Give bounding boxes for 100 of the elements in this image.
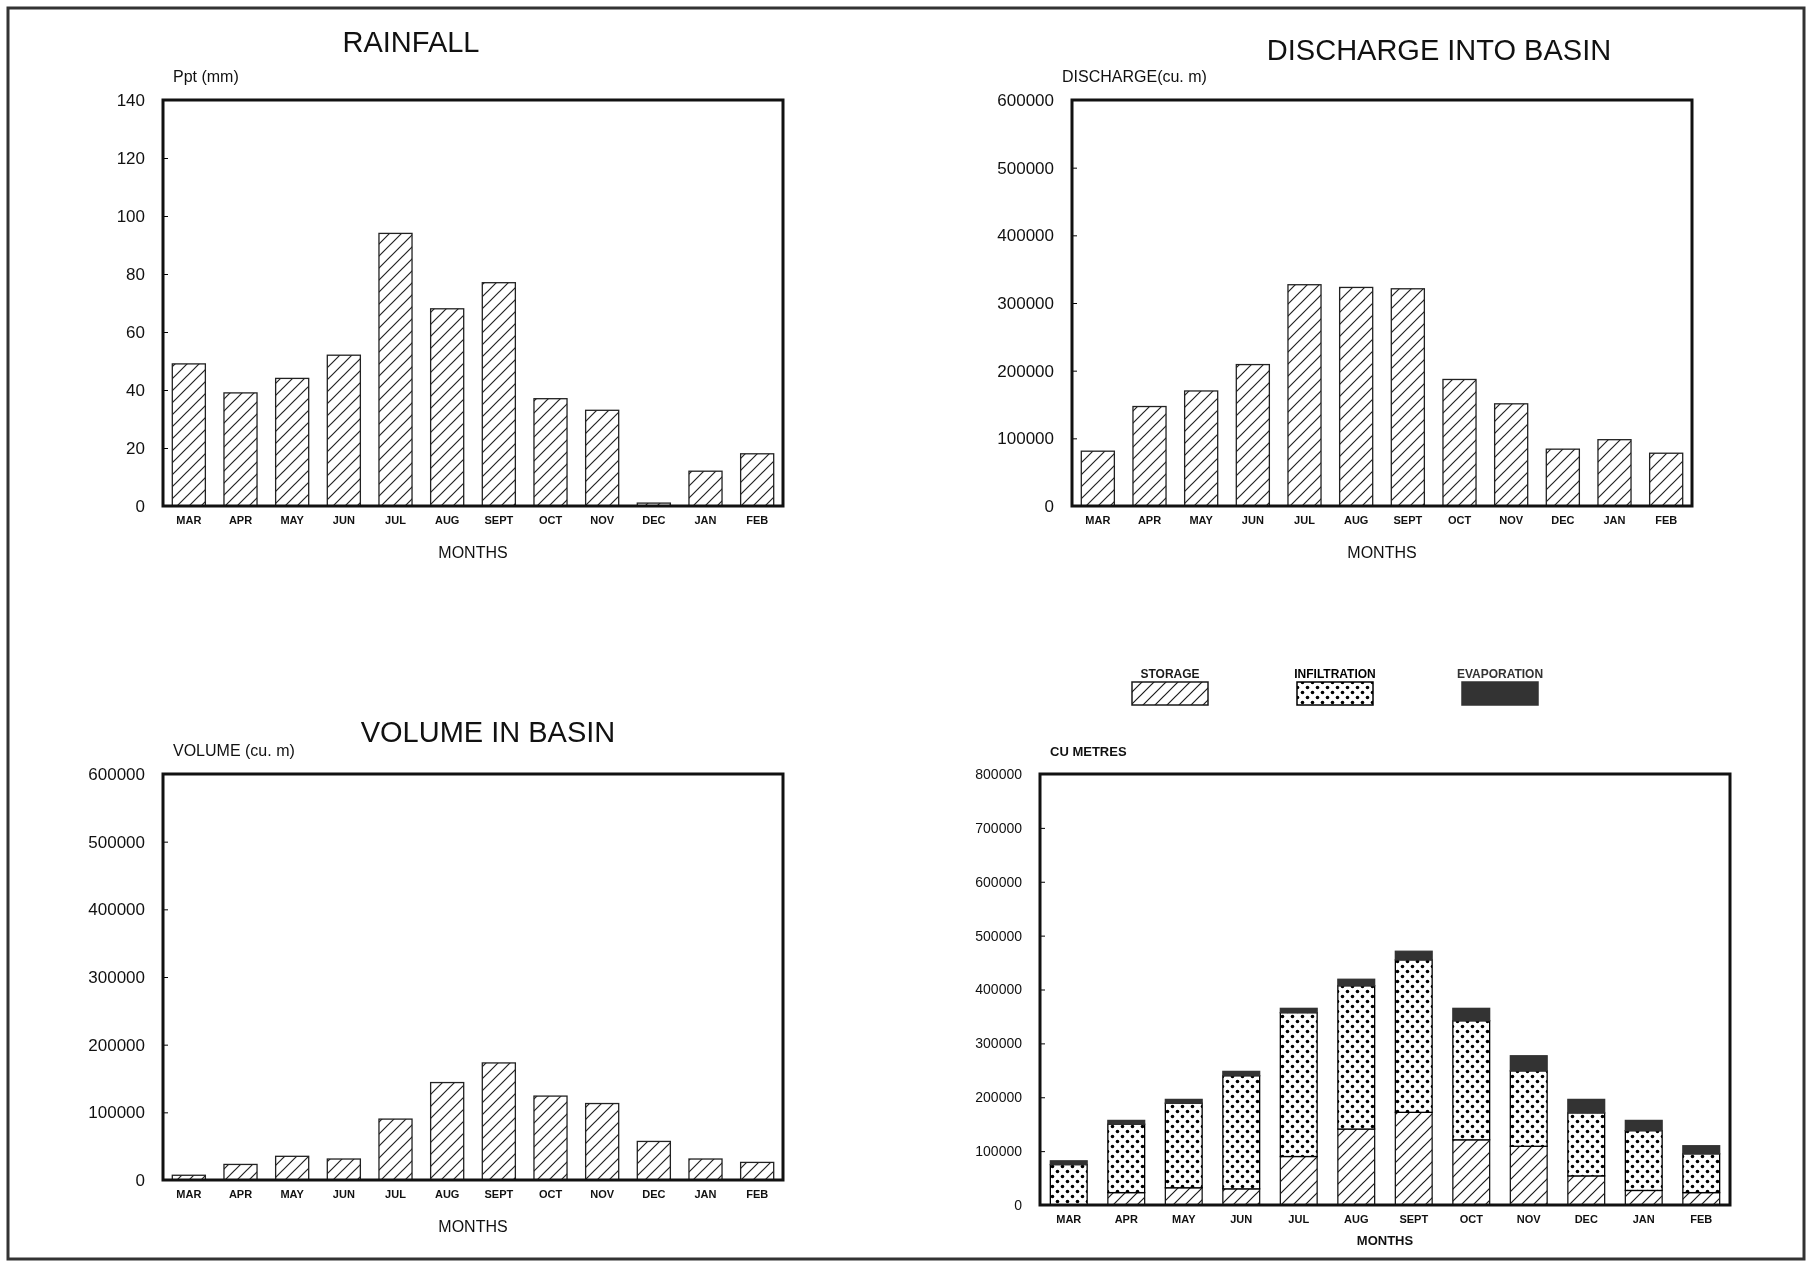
y-tick-label: 0 (1044, 496, 1054, 516)
x-tick-label: AUG (1343, 513, 1369, 526)
y-tick-label: 300000 (88, 967, 145, 987)
x-tick-label: DEC (1551, 513, 1575, 526)
bar (378, 232, 413, 507)
x-axis-title: MONTHS (1347, 544, 1417, 561)
text: EVAPORATION (1456, 667, 1544, 681)
bar (1164, 1098, 1203, 1104)
bar (326, 354, 362, 507)
bar (274, 1155, 310, 1181)
x-axis-title: MONTHS (1356, 1233, 1414, 1248)
bar (378, 1118, 413, 1181)
y-tick-label: 600000 (975, 873, 1023, 890)
y-tick-label: 400000 (997, 226, 1054, 246)
y-tick-label: 20 (126, 438, 145, 458)
bar (1337, 978, 1376, 987)
x-tick-label: FEB (746, 1187, 769, 1200)
x-tick-label: FEB (746, 513, 769, 526)
bar (1222, 1075, 1261, 1190)
bar (1452, 1020, 1491, 1141)
x-tick-label: APR (228, 1187, 253, 1200)
bar (688, 470, 723, 507)
x-tick-label: JAN (694, 1187, 717, 1200)
bar (1509, 1070, 1548, 1147)
x-tick-label: APR (1137, 513, 1162, 526)
y-tick-label: 100000 (975, 1143, 1023, 1160)
bar (1287, 284, 1322, 507)
x-tick-label: FEB (1655, 513, 1678, 526)
bar (739, 1161, 775, 1181)
bar (1567, 1098, 1606, 1114)
y-tick-label: 40 (126, 380, 145, 400)
bar (1235, 363, 1271, 507)
y-tick-label: 300000 (975, 1035, 1023, 1052)
bar (1624, 1119, 1663, 1132)
bar (1442, 378, 1477, 507)
x-tick-label: MAY (1189, 513, 1214, 526)
x-tick-label: JUL (1294, 513, 1316, 526)
x-tick-label: OCT (538, 513, 563, 526)
bar (223, 1163, 258, 1181)
x-tick-label: MAY (1172, 1212, 1197, 1225)
y-tick-label: 200000 (88, 1035, 145, 1055)
bar (1682, 1145, 1721, 1155)
y-axis-title: DISCHARGE(cu. m) (1062, 68, 1207, 85)
x-tick-label: MAR (176, 513, 202, 526)
bar (1394, 950, 1433, 961)
x-tick-label: JUN (332, 1187, 355, 1200)
y-tick-label: 800000 (975, 765, 1023, 782)
x-tick-label: SEPT (1399, 1212, 1429, 1225)
x-tick-label: AUG (1344, 1212, 1369, 1225)
bar (1545, 448, 1581, 507)
x-tick-label: JUN (1230, 1212, 1253, 1225)
bar (481, 1062, 517, 1181)
bar (1682, 1153, 1721, 1194)
bar (1279, 1007, 1318, 1014)
x-tick-label: MAY (280, 1187, 305, 1200)
x-tick-label: APR (228, 513, 253, 526)
bar (584, 1102, 620, 1181)
x-tick-label: NOV (1499, 513, 1524, 526)
bar (1279, 1012, 1318, 1158)
text: INFILTRATION (1294, 667, 1376, 681)
y-tick-label: 100000 (997, 429, 1054, 449)
bar (1132, 405, 1167, 507)
x-axis-title: MONTHS (438, 1218, 508, 1235)
y-tick-label: 100000 (88, 1103, 145, 1123)
x-tick-label: FEB (1690, 1212, 1713, 1225)
x-tick-label: NOV (1516, 1212, 1542, 1225)
x-tick-label: MAY (280, 513, 305, 526)
chart-title: VOLUME IN BASIN (360, 716, 616, 748)
y-tick-label: 500000 (88, 832, 145, 852)
x-tick-label: AUG (434, 1187, 460, 1200)
bar (1080, 450, 1116, 507)
x-tick-label: OCT (1459, 1212, 1484, 1225)
bar (584, 409, 620, 507)
y-tick-label: 0 (1014, 1196, 1023, 1213)
bar (326, 1158, 362, 1181)
bar (1648, 452, 1684, 507)
bar (1394, 959, 1433, 1113)
x-tick-label: OCT (1447, 513, 1472, 526)
y-tick-label: 140 (116, 90, 145, 110)
bar (1049, 1160, 1088, 1166)
x-tick-label: MAR (1085, 513, 1111, 526)
x-tick-label: SEPT (484, 1187, 514, 1200)
y-tick-label: 100 (116, 206, 145, 226)
bar (429, 1081, 465, 1181)
bar (1049, 1163, 1088, 1206)
y-tick-label: 600000 (88, 764, 145, 784)
y-tick-label: 0 (135, 1170, 145, 1190)
bar (1390, 288, 1426, 507)
y-axis-title: CU METRES (1050, 744, 1127, 759)
bar (1107, 1119, 1146, 1125)
x-tick-label: JUL (1288, 1212, 1310, 1225)
x-tick-label: JUN (1241, 513, 1264, 526)
bar (1107, 1123, 1146, 1194)
text: STORAGE (1140, 667, 1200, 681)
x-tick-label: DEC (642, 1187, 666, 1200)
y-tick-label: 600000 (997, 90, 1054, 110)
bar (223, 392, 258, 507)
bar (1624, 1130, 1663, 1192)
bar (1509, 1055, 1548, 1072)
bar (1567, 1112, 1606, 1177)
